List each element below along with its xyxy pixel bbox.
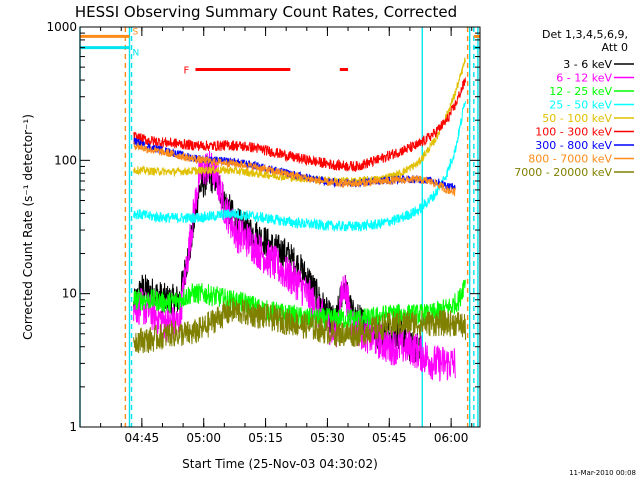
x-tick-label-05-30: 05:30 bbox=[310, 431, 345, 445]
x-tick-label-06-00: 06:00 bbox=[434, 431, 469, 445]
legend-label-100-300-kev: 100 - 300 keV bbox=[535, 126, 612, 139]
legend-label-50-100-kev: 50 - 100 keV bbox=[542, 112, 612, 125]
y-tick-label-1000: 1000 bbox=[46, 20, 77, 34]
x-tick-label-05-00: 05:00 bbox=[186, 431, 221, 445]
legend-label-3-6-kev: 3 - 6 keV bbox=[563, 58, 612, 71]
y-axis-label: Corrected Count Rate (s⁻¹ detector⁻¹) bbox=[21, 114, 35, 340]
legend-label-25-50-kev: 25 - 50 keV bbox=[549, 99, 612, 112]
x-tick-label-05-45: 05:45 bbox=[372, 431, 407, 445]
legend-header-line-2: Att 0 bbox=[602, 41, 628, 54]
x-tick-label-05-15: 05:15 bbox=[248, 431, 283, 445]
legend-label-7000-20000-kev: 7000 - 20000 keV bbox=[514, 166, 612, 179]
y-tick-label-1: 1 bbox=[69, 420, 77, 434]
x-axis-label: Start Time (25-Nov-03 04:30:02) bbox=[182, 457, 378, 471]
x-tick-label-04-45: 04:45 bbox=[125, 431, 160, 445]
series-line-50-100-kev bbox=[133, 57, 466, 187]
plot-frame bbox=[79, 26, 481, 428]
legend-header-line-1: Det 1,3,4,5,6,9, bbox=[542, 28, 628, 41]
flag-s-label: S bbox=[132, 27, 138, 37]
series-line-3-6-kev bbox=[133, 161, 423, 363]
legend-label-300-800-kev: 300 - 800 keV bbox=[535, 139, 612, 152]
series-line-800-7000-kev bbox=[133, 141, 456, 197]
chart-title: HESSI Observing Summary Count Rates, Cor… bbox=[75, 3, 457, 21]
series-line-100-300-kev bbox=[133, 76, 466, 172]
series-line-6-12-kev bbox=[133, 150, 456, 382]
series-line-7000-20000-kev bbox=[133, 297, 466, 354]
series-lines bbox=[133, 57, 466, 382]
y-tick-label-10: 10 bbox=[62, 287, 77, 301]
legend-label-800-7000-kev: 800 - 7000 keV bbox=[528, 153, 612, 166]
legend-label-6-12-kev: 6 - 12 keV bbox=[556, 72, 612, 85]
vertical-markers bbox=[79, 27, 479, 427]
y-axis-ticks: 1 10 100 1000 bbox=[46, 20, 480, 434]
flag-n-label: N bbox=[132, 49, 139, 59]
y-tick-label-100: 100 bbox=[54, 153, 77, 167]
x-axis-ticks: 04:45 05:00 05:15 05:30 05:45 06:00 bbox=[79, 27, 473, 445]
legend-label-12-25-kev: 12 - 25 keV bbox=[549, 85, 612, 98]
series-line-12-25-kev bbox=[133, 279, 466, 330]
flag-f-label: F bbox=[183, 66, 189, 77]
series-line-25-50-kev bbox=[133, 101, 466, 232]
footer-timestamp: 11-Mar-2010 00:08 bbox=[569, 469, 636, 477]
